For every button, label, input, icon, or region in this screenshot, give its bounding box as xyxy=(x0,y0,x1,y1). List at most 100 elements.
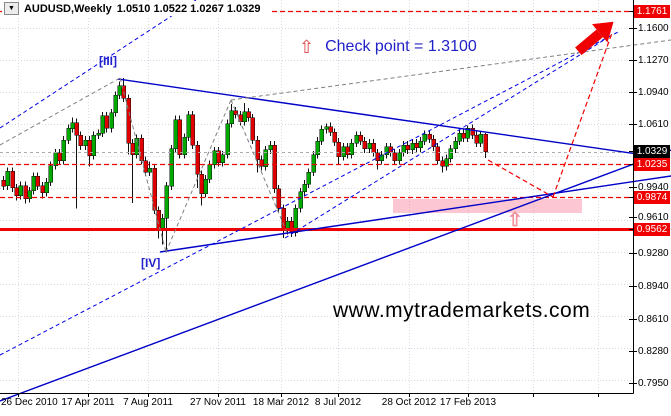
candle-body xyxy=(435,146,440,161)
candle-body xyxy=(263,149,268,167)
price-tick-label: 0.8280 xyxy=(638,346,669,357)
candle-body xyxy=(117,85,122,96)
candle-body xyxy=(113,95,118,114)
candle-body xyxy=(246,111,251,118)
candle-body xyxy=(367,142,372,150)
longterm-trendline[interactable] xyxy=(0,149,671,402)
candle-body xyxy=(66,128,71,141)
candle-body xyxy=(259,159,264,167)
candle-body xyxy=(483,134,488,153)
price-tick-label: 1.0610 xyxy=(638,119,669,130)
candle-body xyxy=(324,126,329,130)
candle-body xyxy=(44,181,49,193)
forecast-red-up[interactable] xyxy=(552,32,613,198)
candle-body xyxy=(371,142,376,154)
price-tick-label: 0.8610 xyxy=(638,314,669,325)
price-badge: 0.9874 xyxy=(634,190,670,204)
wave-seg-4[interactable] xyxy=(230,99,289,236)
candle-body xyxy=(91,134,96,156)
support-up-arrow-icon: ⇧ xyxy=(507,210,523,231)
candle-body xyxy=(152,168,157,211)
wave-seg-2[interactable] xyxy=(119,77,167,253)
price-tick-label: 1.1600 xyxy=(638,23,669,34)
candle-body xyxy=(272,144,277,190)
candle-body xyxy=(207,164,212,180)
candle-body xyxy=(186,114,191,138)
candle-body xyxy=(431,138,436,148)
candle-body xyxy=(461,133,466,139)
candle-body xyxy=(23,185,28,199)
price-tick-label: 0.9940 xyxy=(638,182,669,193)
candle-body xyxy=(470,128,475,136)
candle-body xyxy=(306,172,311,185)
candle-body xyxy=(298,191,303,209)
candle-body xyxy=(444,158,449,167)
candle-body xyxy=(233,110,238,116)
candle-body xyxy=(405,144,410,151)
breakout-arrow-icon[interactable] xyxy=(571,13,622,61)
candle-body xyxy=(358,134,363,142)
projection-dashed[interactable] xyxy=(284,34,613,239)
candle-body xyxy=(422,134,427,142)
candle-body xyxy=(40,185,45,193)
price-tick-label: 0.7950 xyxy=(638,378,669,389)
candle-body xyxy=(14,187,19,196)
candle-body xyxy=(332,132,337,143)
candle-body xyxy=(453,140,458,150)
channel-dashed-long[interactable] xyxy=(0,31,619,356)
candle-body xyxy=(139,137,144,161)
triangle-lower-line[interactable] xyxy=(159,175,671,253)
candle-body xyxy=(238,114,243,122)
candle-body xyxy=(354,134,359,144)
price-tick-label: 1.0940 xyxy=(638,87,669,98)
date-label: 8 Jul 2012 xyxy=(314,397,362,408)
price-tick-label: 0.9610 xyxy=(638,212,669,223)
candle-body xyxy=(96,133,101,136)
candle-body xyxy=(10,171,15,189)
candle-body xyxy=(48,165,53,183)
candle-body xyxy=(392,152,397,161)
candle-body xyxy=(70,122,75,129)
candle-body xyxy=(182,136,187,156)
price-badge: 0.9562 xyxy=(634,222,670,236)
price-badge: 1.1761 xyxy=(634,4,670,18)
candle-body xyxy=(410,142,415,151)
date-label: 26 Dec 2010 xyxy=(1,397,58,408)
candle-body xyxy=(328,126,333,133)
ohlc-readout: 1.0510 1.0522 1.0267 1.0329 xyxy=(116,2,261,15)
wave-seg-1[interactable] xyxy=(0,77,121,146)
candle-body xyxy=(250,117,255,141)
candle-body xyxy=(1,179,6,187)
date-label: 7 Aug 2011 xyxy=(123,397,173,408)
candle-body xyxy=(143,160,148,173)
channel-dashed-upper[interactable] xyxy=(0,0,197,129)
candle-body xyxy=(126,97,131,144)
candle-body xyxy=(315,140,320,156)
price-tick-label: 0.8940 xyxy=(638,281,669,292)
candle-body xyxy=(478,134,483,144)
candle-body xyxy=(57,152,62,161)
candle-body xyxy=(311,154,316,173)
candle-body xyxy=(345,146,350,155)
forecast-red-down[interactable] xyxy=(487,159,554,198)
candle-body xyxy=(169,148,174,187)
candle-body xyxy=(220,154,225,163)
support-zone xyxy=(393,199,582,213)
candle-body xyxy=(457,133,462,142)
candle-body xyxy=(401,144,406,154)
candle-body xyxy=(31,175,36,192)
wave-label-iv: [IV] xyxy=(141,256,161,270)
candle-body xyxy=(448,148,453,159)
candle-body xyxy=(281,208,286,232)
candle-body xyxy=(27,190,32,199)
watermark: www.mytrademarkets.com xyxy=(333,299,591,322)
candle-body xyxy=(336,141,341,157)
symbol-period-label: AUDUSD,Weekly xyxy=(23,2,112,15)
candle-body xyxy=(229,110,234,124)
dropdown-triangle-icon[interactable]: ▼ xyxy=(4,2,19,15)
triangle-upper-line[interactable] xyxy=(117,78,666,159)
candle-body xyxy=(147,168,152,173)
candle-body xyxy=(465,128,470,139)
candle-body xyxy=(100,115,105,134)
